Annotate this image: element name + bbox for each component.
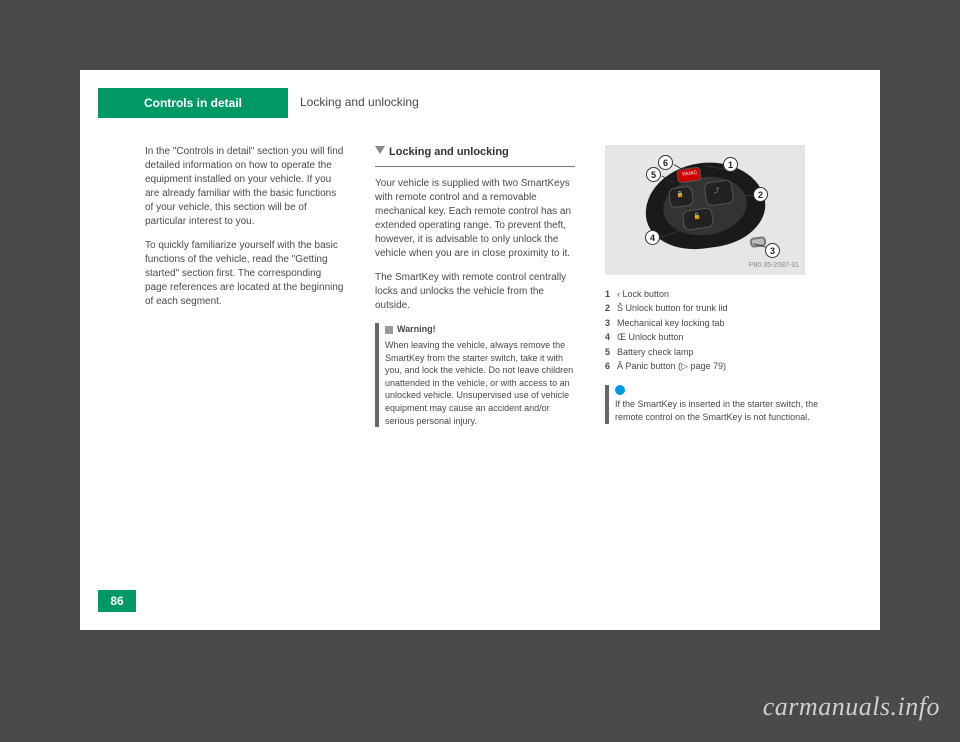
column-1: In the "Controls in detail" section you …	[145, 145, 345, 319]
heading-locking: Locking and unlocking	[389, 145, 575, 160]
legend-row-1: 1‹ Lock button	[605, 287, 820, 301]
legend-row-5: 5Battery check lamp	[605, 345, 820, 359]
legend-row-2: 2Š Unlock button for trunk lid	[605, 301, 820, 315]
trunk-icon: ⤴	[713, 187, 720, 196]
section-title: Locking and unlocking	[300, 95, 419, 109]
legend: 1‹ Lock button 2Š Unlock button for trun…	[605, 287, 820, 373]
info-heading	[615, 385, 820, 395]
callout-1: 1	[723, 157, 738, 172]
unlock-button-graphic: 🔓	[682, 207, 714, 231]
callout-3: 3	[765, 243, 780, 258]
trunk-button-graphic: ⤴	[703, 179, 734, 207]
lock-button-graphic: 🔒	[668, 185, 695, 208]
info-icon	[615, 385, 625, 395]
intro-paragraph-1: In the "Controls in detail" section you …	[145, 145, 345, 229]
keyfob-diagram: PANIC 🔒 ⤴ 🔓 1 2 3 4 5 6 P80.35-	[605, 145, 805, 275]
legend-row-4: 4Œ Unlock button	[605, 330, 820, 344]
lock-icon: 🔒	[676, 191, 685, 200]
column-2: Locking and unlocking Your vehicle is su…	[375, 145, 575, 427]
warning-block: Warning! When leaving the vehicle, alway…	[375, 323, 575, 427]
locking-paragraph-1: Your vehicle is supplied with two SmartK…	[375, 177, 575, 261]
unlock-icon: 🔓	[693, 213, 702, 222]
legend-row-3: 3Mechanical key locking tab	[605, 316, 820, 330]
panic-label: PANIC	[679, 169, 702, 179]
diagram-code: P80.35-2087-31	[749, 261, 799, 271]
column-3: PANIC 🔒 ⤴ 🔓 1 2 3 4 5 6 P80.35-	[605, 145, 820, 424]
warning-label: Warning!	[397, 323, 436, 336]
warning-icon	[385, 326, 393, 334]
leader-2	[733, 195, 755, 196]
callout-4: 4	[645, 230, 660, 245]
intro-paragraph-2: To quickly familiarize yourself with the…	[145, 239, 345, 309]
locking-paragraph-2: The SmartKey with remote control central…	[375, 271, 575, 313]
warning-body: When leaving the vehicle, always remove …	[385, 339, 575, 427]
manual-page: Controls in detail Locking and unlocking…	[80, 70, 880, 630]
info-block: If the SmartKey is inserted in the start…	[605, 385, 820, 423]
callout-6: 6	[658, 155, 673, 170]
callout-5: 5	[646, 167, 661, 182]
watermark: carmanuals.info	[763, 692, 940, 722]
warning-heading: Warning!	[385, 323, 575, 336]
info-body: If the SmartKey is inserted in the start…	[615, 398, 820, 423]
callout-2: 2	[753, 187, 768, 202]
page-number: 86	[98, 590, 136, 612]
legend-row-6: 6Â Panic button (▷ page 79)	[605, 359, 820, 373]
section-tab: Controls in detail	[98, 88, 288, 118]
